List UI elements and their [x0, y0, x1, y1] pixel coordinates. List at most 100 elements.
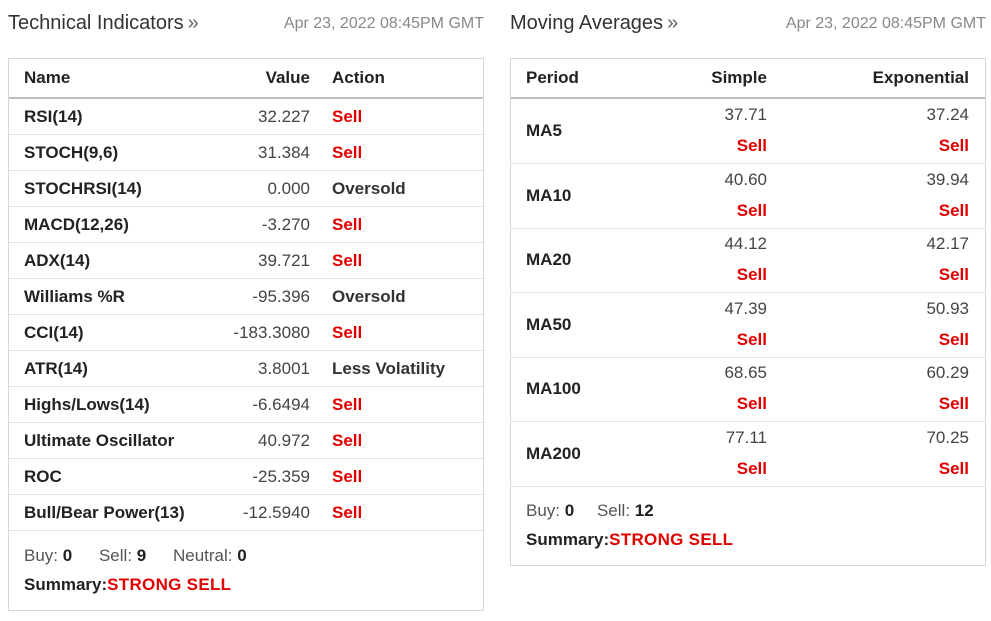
simple-action: Sell [736, 458, 767, 478]
moving-averages-title[interactable]: Moving Averages [510, 12, 664, 34]
simple-value: 68.65 [724, 363, 767, 382]
table-header: Period Simple Exponential [511, 59, 985, 99]
column-header-name: Name [24, 68, 71, 87]
sell-count: 9 [136, 546, 147, 565]
table-row: ADX(14) 39.721 Sell [9, 243, 483, 279]
sell-count: 12 [634, 501, 654, 520]
indicator-value: 40.972 [258, 431, 310, 450]
indicator-value: -95.396 [252, 287, 310, 306]
ma-period: MA10 [526, 185, 572, 205]
indicator-action: Sell [332, 143, 363, 162]
ma-period: MA50 [526, 314, 572, 334]
ma-period: MA200 [526, 443, 581, 463]
indicator-name: ADX(14) [24, 251, 91, 270]
indicator-name: Ultimate Oscillator [24, 431, 175, 450]
summary-value: STRONG SELL [609, 530, 734, 549]
simple-value: 77.11 [725, 427, 767, 447]
moving-averages-counts: Buy: 0 Sell: 12 [526, 501, 654, 521]
table-row: Highs/Lows(14) -6.6494 Sell [9, 387, 483, 423]
exponential-action: Sell [938, 200, 969, 220]
exponential-value: 50.93 [926, 298, 969, 318]
exponential-value: 42.17 [926, 234, 969, 253]
table-row: ROC -25.359 Sell [9, 459, 483, 495]
indicator-action: Sell [332, 215, 363, 234]
exponential-value: 39.94 [926, 169, 969, 189]
indicator-name: Williams %R [24, 287, 125, 306]
table-row: MA200 77.11 Sell 70.25 Sell [511, 422, 985, 487]
table-row: MA20 44.12 Sell 42.17 Sell [511, 228, 985, 293]
exponential-action: Sell [938, 329, 969, 349]
exponential-action: Sell [938, 136, 969, 155]
indicator-value: 3.8001 [258, 359, 310, 378]
indicator-action: Sell [332, 467, 363, 486]
table-row: ATR(14) 3.8001 Less Volatility [9, 351, 483, 387]
indicator-value: -6.6494 [252, 395, 310, 414]
indicator-name: ATR(14) [24, 359, 88, 378]
technical-counts: Buy: 0 Sell: 9 Neutral: 0 [24, 546, 247, 566]
column-header-action: Action [332, 68, 385, 87]
summary-label: Summary: [24, 575, 108, 594]
indicator-action: Sell [332, 107, 363, 126]
moving-averages-header: Moving Averages» Apr 23, 2022 08:45PM GM… [510, 12, 986, 40]
indicator-action: Sell [332, 395, 363, 414]
indicator-name: Bull/Bear Power(13) [24, 503, 185, 522]
buy-count: 0 [564, 501, 575, 520]
simple-action: Sell [736, 200, 767, 220]
table-row: MA10 40.60 Sell 39.94 Sell [511, 164, 985, 229]
indicator-name: MACD(12,26) [24, 215, 129, 234]
table-row: RSI(14) 32.227 Sell [9, 99, 483, 135]
table-row: MA50 47.39 Sell 50.93 Sell [511, 293, 985, 358]
indicator-name: RSI(14) [24, 107, 83, 126]
indicator-value: -183.3080 [233, 323, 310, 342]
indicator-value: -3.270 [261, 215, 310, 234]
column-header-value: Value [265, 68, 310, 87]
table-row: Bull/Bear Power(13) -12.5940 Sell [9, 495, 483, 531]
table-row: Williams %R -95.396 Oversold [9, 279, 483, 315]
technical-indicators-title[interactable]: Technical Indicators [8, 12, 184, 34]
simple-action: Sell [736, 136, 767, 155]
moving-averages-title-link[interactable]: Moving Averages» [510, 12, 678, 35]
sell-count-label: Sell: [98, 546, 133, 565]
summary-label: Summary: [526, 530, 610, 549]
indicator-action: Sell [332, 323, 363, 342]
table-row: STOCH(9,6) 31.384 Sell [9, 135, 483, 171]
table-row: STOCHRSI(14) 0.000 Oversold [9, 171, 483, 207]
simple-action: Sell [736, 265, 767, 284]
table-row: MACD(12,26) -3.270 Sell [9, 207, 483, 243]
exponential-value: 37.24 [926, 105, 969, 124]
ma-period: MA100 [526, 379, 581, 398]
indicator-name: STOCH(9,6) [24, 143, 119, 162]
indicator-name: STOCHRSI(14) [24, 179, 142, 198]
column-header-exponential: Exponential [872, 68, 969, 87]
indicator-action: Oversold [332, 287, 406, 306]
exponential-action: Sell [938, 265, 969, 284]
indicator-name: CCI(14) [24, 323, 84, 342]
simple-value: 44.12 [724, 234, 767, 253]
moving-averages-timestamp: Apr 23, 2022 08:45PM GMT [785, 15, 986, 32]
double-chevron-right-icon[interactable]: » [667, 12, 679, 34]
indicator-name: ROC [24, 467, 62, 486]
table-header: Name Value Action [9, 59, 483, 99]
indicator-name: Highs/Lows(14) [24, 395, 150, 414]
indicator-value: -12.5940 [242, 503, 310, 522]
indicator-value: 39.721 [258, 251, 310, 270]
column-header-period: Period [526, 68, 579, 87]
technical-indicators-title-link[interactable]: Technical Indicators» [8, 12, 199, 35]
indicator-value: 32.227 [258, 107, 310, 126]
simple-value: 40.60 [724, 169, 767, 189]
simple-action: Sell [736, 329, 767, 349]
buy-count-label: Buy: [526, 501, 561, 520]
summary-value: STRONG SELL [107, 575, 232, 594]
indicator-action: Sell [332, 251, 363, 270]
neutral-count-label: Neutral: [172, 546, 233, 565]
exponential-value: 60.29 [926, 363, 969, 382]
indicator-value: 0.000 [267, 179, 310, 198]
table-row: MA5 37.71 Sell 37.24 Sell [511, 99, 985, 164]
indicator-action: Sell [332, 431, 363, 450]
table-row: MA100 68.65 Sell 60.29 Sell [511, 357, 985, 422]
table-row: Ultimate Oscillator 40.972 Sell [9, 423, 483, 459]
indicator-action: Sell [332, 503, 363, 522]
double-chevron-right-icon[interactable]: » [187, 12, 199, 34]
indicator-action: Oversold [332, 179, 406, 198]
technical-summary: Summary:STRONG SELL [24, 575, 231, 595]
